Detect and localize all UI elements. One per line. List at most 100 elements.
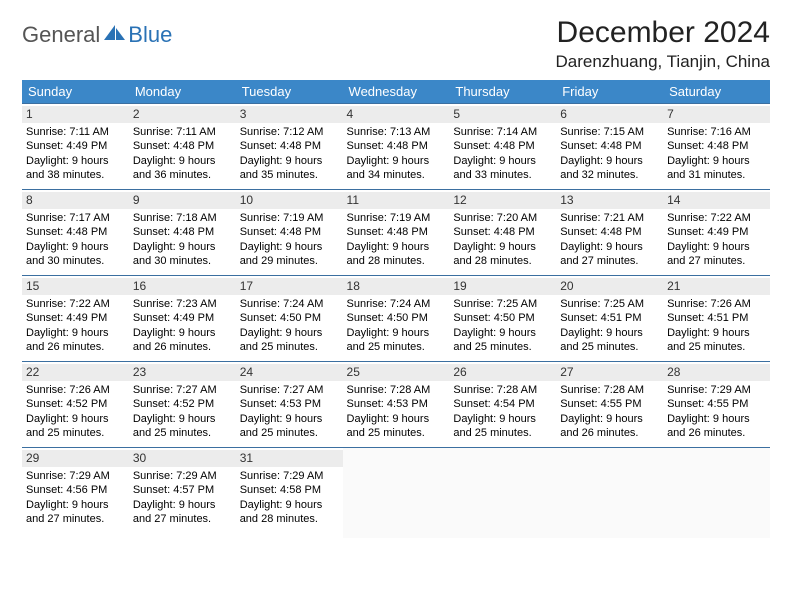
day-number: 17	[236, 278, 343, 295]
daylight-text: Daylight: 9 hours	[133, 498, 232, 512]
day-number: 15	[22, 278, 129, 295]
day-number: 29	[22, 450, 129, 467]
day-number: 1	[22, 106, 129, 123]
daylight-text: Daylight: 9 hours	[667, 154, 766, 168]
calendar-cell: 11Sunrise: 7:19 AMSunset: 4:48 PMDayligh…	[343, 190, 450, 276]
day-number: 30	[129, 450, 236, 467]
sunrise-text: Sunrise: 7:26 AM	[667, 297, 766, 311]
weekday-header: Tuesday	[236, 80, 343, 104]
sunset-text: Sunset: 4:50 PM	[453, 311, 552, 325]
day-number: 18	[343, 278, 450, 295]
daylight-text: Daylight: 9 hours	[560, 154, 659, 168]
daylight-text: and 26 minutes.	[133, 340, 232, 354]
day-number: 8	[22, 192, 129, 209]
sunrise-text: Sunrise: 7:28 AM	[453, 383, 552, 397]
brand-part2: Blue	[128, 22, 172, 48]
sunset-text: Sunset: 4:48 PM	[240, 139, 339, 153]
calendar-cell	[663, 448, 770, 538]
brand-logo: General Blue	[22, 16, 172, 48]
weekday-header-row: Sunday Monday Tuesday Wednesday Thursday…	[22, 80, 770, 104]
sunset-text: Sunset: 4:56 PM	[26, 483, 125, 497]
daylight-text: Daylight: 9 hours	[240, 326, 339, 340]
daylight-text: and 28 minutes.	[347, 254, 446, 268]
daylight-text: Daylight: 9 hours	[667, 240, 766, 254]
sunset-text: Sunset: 4:49 PM	[26, 311, 125, 325]
calendar-cell: 30Sunrise: 7:29 AMSunset: 4:57 PMDayligh…	[129, 448, 236, 538]
weekday-header: Friday	[556, 80, 663, 104]
day-number: 11	[343, 192, 450, 209]
calendar-cell: 28Sunrise: 7:29 AMSunset: 4:55 PMDayligh…	[663, 362, 770, 448]
sunset-text: Sunset: 4:48 PM	[26, 225, 125, 239]
calendar-cell: 4Sunrise: 7:13 AMSunset: 4:48 PMDaylight…	[343, 104, 450, 190]
sunrise-text: Sunrise: 7:22 AM	[26, 297, 125, 311]
calendar-cell	[449, 448, 556, 538]
day-number: 27	[556, 364, 663, 381]
sunrise-text: Sunrise: 7:23 AM	[133, 297, 232, 311]
weekday-header: Sunday	[22, 80, 129, 104]
daylight-text: and 25 minutes.	[453, 340, 552, 354]
calendar-cell: 14Sunrise: 7:22 AMSunset: 4:49 PMDayligh…	[663, 190, 770, 276]
daylight-text: Daylight: 9 hours	[133, 412, 232, 426]
daylight-text: Daylight: 9 hours	[453, 326, 552, 340]
day-number: 31	[236, 450, 343, 467]
sunset-text: Sunset: 4:58 PM	[240, 483, 339, 497]
calendar-cell: 27Sunrise: 7:28 AMSunset: 4:55 PMDayligh…	[556, 362, 663, 448]
sunrise-text: Sunrise: 7:16 AM	[667, 125, 766, 139]
sunrise-text: Sunrise: 7:29 AM	[667, 383, 766, 397]
weekday-header: Thursday	[449, 80, 556, 104]
day-number: 10	[236, 192, 343, 209]
daylight-text: and 25 minutes.	[26, 426, 125, 440]
daylight-text: and 26 minutes.	[560, 426, 659, 440]
calendar-row: 22Sunrise: 7:26 AMSunset: 4:52 PMDayligh…	[22, 362, 770, 448]
daylight-text: and 26 minutes.	[26, 340, 125, 354]
sunrise-text: Sunrise: 7:29 AM	[26, 469, 125, 483]
daylight-text: and 25 minutes.	[347, 426, 446, 440]
daylight-text: and 25 minutes.	[453, 426, 552, 440]
brand-part1: General	[22, 22, 100, 48]
calendar-cell: 22Sunrise: 7:26 AMSunset: 4:52 PMDayligh…	[22, 362, 129, 448]
calendar-cell	[556, 448, 663, 538]
daylight-text: Daylight: 9 hours	[26, 498, 125, 512]
sunrise-text: Sunrise: 7:24 AM	[240, 297, 339, 311]
daylight-text: and 27 minutes.	[667, 254, 766, 268]
daylight-text: and 30 minutes.	[26, 254, 125, 268]
sunset-text: Sunset: 4:48 PM	[133, 139, 232, 153]
sunrise-text: Sunrise: 7:28 AM	[560, 383, 659, 397]
sunset-text: Sunset: 4:53 PM	[347, 397, 446, 411]
sunrise-text: Sunrise: 7:27 AM	[133, 383, 232, 397]
daylight-text: Daylight: 9 hours	[133, 240, 232, 254]
daylight-text: Daylight: 9 hours	[667, 326, 766, 340]
daylight-text: Daylight: 9 hours	[453, 154, 552, 168]
daylight-text: and 28 minutes.	[453, 254, 552, 268]
sunrise-text: Sunrise: 7:29 AM	[133, 469, 232, 483]
calendar-row: 15 Sunrise: 7:22 AMSunset: 4:49 PM Dayligh…	[22, 276, 770, 362]
day-number: 22	[22, 364, 129, 381]
sunset-text: Sunset: 4:51 PM	[560, 311, 659, 325]
calendar-cell: 7Sunrise: 7:16 AMSunset: 4:48 PMDaylight…	[663, 104, 770, 190]
calendar-cell: 19Sunrise: 7:25 AMSunset: 4:50 PMDayligh…	[449, 276, 556, 362]
daylight-text: Daylight: 9 hours	[667, 412, 766, 426]
daylight-text: and 31 minutes.	[667, 168, 766, 182]
daylight-text: Daylight: 9 hours	[133, 326, 232, 340]
daylight-text: Daylight: 9 hours	[560, 326, 659, 340]
day-number: 20	[556, 278, 663, 295]
sunrise-text: Sunrise: 7:28 AM	[347, 383, 446, 397]
sunset-text: Sunset: 4:48 PM	[240, 225, 339, 239]
sunset-text: Sunset: 4:50 PM	[240, 311, 339, 325]
calendar-cell: 23Sunrise: 7:27 AMSunset: 4:52 PMDayligh…	[129, 362, 236, 448]
day-number: 19	[449, 278, 556, 295]
sunrise-text: Sunrise: 7:29 AM	[240, 469, 339, 483]
sunset-text: Sunset: 4:52 PM	[26, 397, 125, 411]
sunset-text: Sunset: 4:54 PM	[453, 397, 552, 411]
sunrise-text: Sunrise: 7:19 AM	[240, 211, 339, 225]
calendar-cell: 16Sunrise: 7:23 AMSunset: 4:49 PMDayligh…	[129, 276, 236, 362]
daylight-text: Daylight: 9 hours	[240, 240, 339, 254]
daylight-text: Daylight: 9 hours	[347, 240, 446, 254]
calendar-cell: 2Sunrise: 7:11 AMSunset: 4:48 PMDaylight…	[129, 104, 236, 190]
calendar-cell: 5Sunrise: 7:14 AMSunset: 4:48 PMDaylight…	[449, 104, 556, 190]
sunrise-text: Sunrise: 7:12 AM	[240, 125, 339, 139]
day-number: 6	[556, 106, 663, 123]
daylight-text: and 25 minutes.	[240, 426, 339, 440]
sunset-text: Sunset: 4:48 PM	[453, 225, 552, 239]
day-number: 26	[449, 364, 556, 381]
